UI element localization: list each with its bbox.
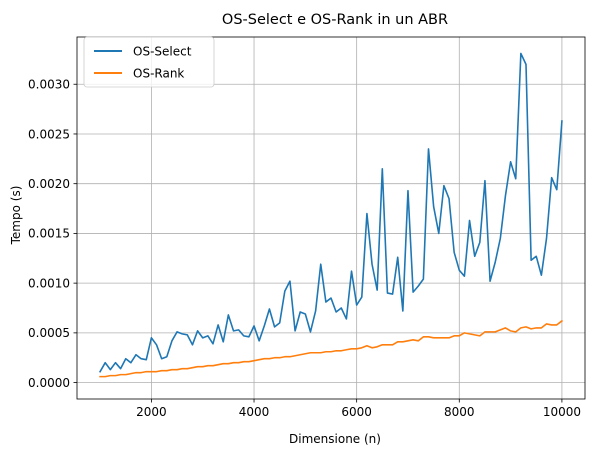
legend-box — [83, 36, 215, 88]
x-tick-label: 8000 — [444, 405, 475, 419]
y-tick-label: 0.0030 — [28, 78, 70, 92]
series-layer — [98, 52, 564, 378]
y-tick-label: 0.0010 — [28, 276, 70, 290]
x-axis-label: Dimensione (n) — [289, 432, 381, 446]
y-tick-label: 0.0000 — [28, 376, 70, 390]
chart-title: OS-Select e OS-Rank in un ABR — [222, 12, 448, 28]
plot-frame — [76, 36, 586, 400]
x-tick-label: 2000 — [136, 405, 167, 419]
y-axis-label: Tempo (s) — [9, 186, 23, 246]
x-tick-label: 10000 — [543, 405, 581, 419]
x-axis: 2000 4000 6000 8000 10000 — [136, 399, 581, 419]
grid — [77, 37, 585, 399]
x-tick-label: 6000 — [341, 405, 372, 419]
x-tick-label: 4000 — [239, 405, 270, 419]
series-line-os-rank — [99, 319, 564, 378]
legend-label-os-select: OS-Select — [133, 45, 192, 59]
y-tick-label: 0.0025 — [28, 127, 70, 141]
y-tick-label: 0.0005 — [28, 326, 70, 340]
y-tick-label: 0.0020 — [28, 177, 70, 191]
y-axis: 0.0000 0.0005 0.0010 0.0015 0.0020 0.0025 0.00… — [28, 78, 77, 390]
legend-label-os-rank: OS-Rank — [133, 67, 184, 81]
y-tick-label: 0.0015 — [28, 227, 70, 241]
series-line-os-select — [98, 52, 563, 373]
legend: OS-Select OS-Rank — [83, 36, 215, 88]
